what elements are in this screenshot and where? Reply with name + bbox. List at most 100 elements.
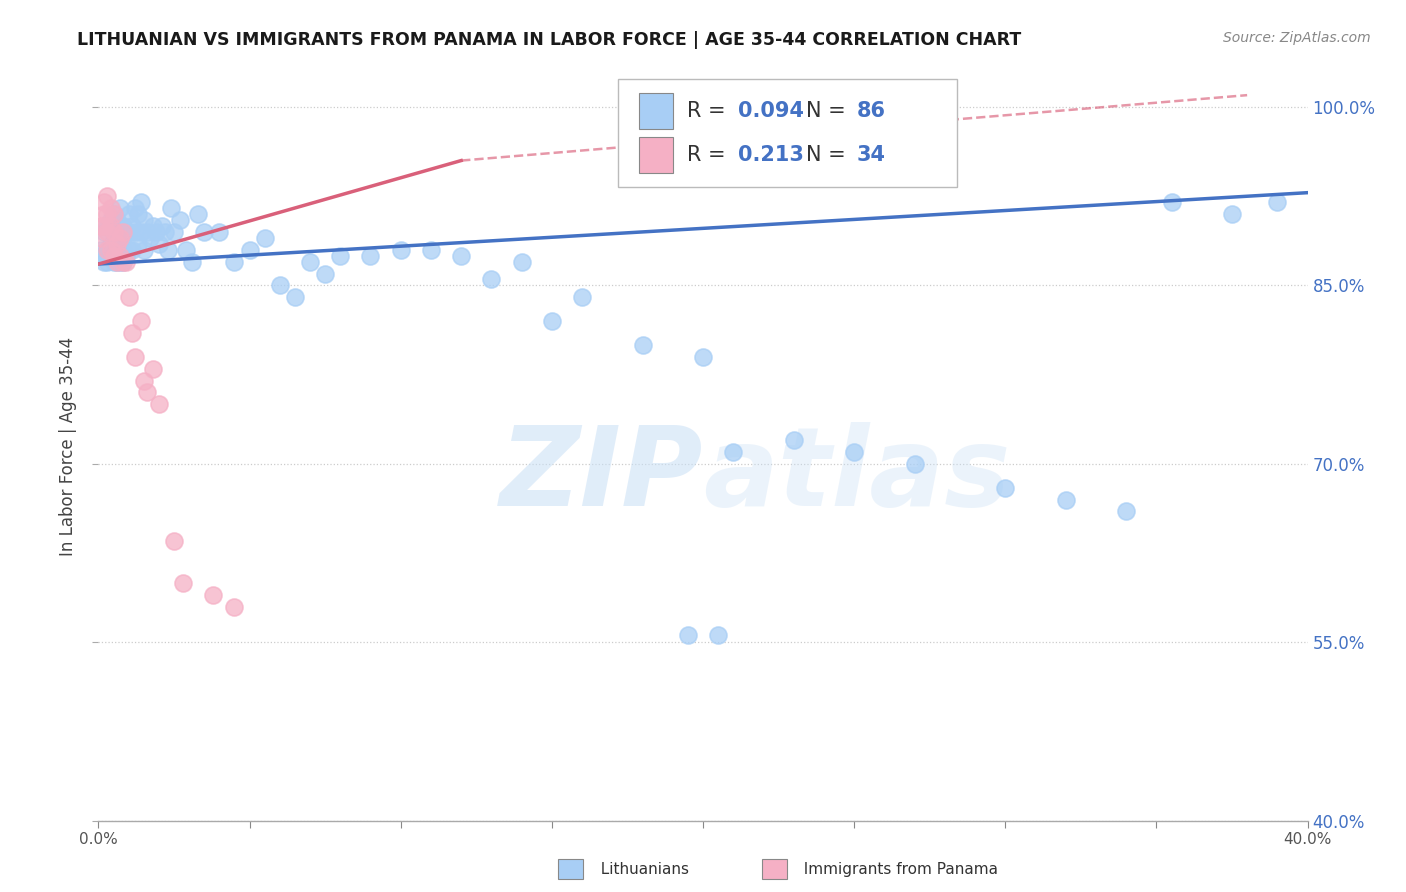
Point [329, 249, 352, 263]
FancyBboxPatch shape [619, 78, 957, 187]
Point [208, 225, 231, 239]
Point [153, 225, 176, 239]
Point [224, 599, 246, 614]
Text: LITHUANIAN VS IMMIGRANTS FROM PANAMA IN LABOR FORCE | AGE 35-44 CORRELATION CHAR: LITHUANIAN VS IMMIGRANTS FROM PANAMA IN … [77, 31, 1022, 49]
Text: R =: R = [688, 101, 733, 121]
Point [193, 225, 215, 239]
Point [96, 189, 118, 203]
Point [111, 254, 134, 268]
Point [121, 243, 143, 257]
Point [510, 254, 533, 268]
Point [571, 290, 593, 304]
Point [156, 243, 179, 257]
Point [108, 201, 131, 215]
Point [127, 236, 149, 251]
Point [148, 236, 170, 251]
Point [994, 481, 1017, 495]
Point [132, 374, 155, 388]
Point [181, 254, 204, 268]
Point [100, 243, 122, 257]
Point [124, 201, 146, 215]
Point [239, 243, 262, 257]
Point [1160, 195, 1182, 210]
Y-axis label: In Labor Force | Age 35-44: In Labor Force | Age 35-44 [59, 336, 77, 556]
Point [692, 350, 714, 364]
Bar [638, 136, 673, 172]
Text: R =: R = [688, 145, 733, 164]
Point [100, 201, 122, 215]
Point [202, 588, 225, 602]
Point [96, 219, 118, 233]
Point [135, 225, 157, 239]
Point [481, 272, 503, 286]
Point [96, 243, 118, 257]
Point [118, 290, 141, 304]
Point [103, 225, 125, 239]
Point [103, 249, 125, 263]
Point [100, 219, 122, 233]
Point [108, 219, 131, 233]
Text: N =: N = [806, 101, 852, 121]
Point [389, 243, 412, 257]
Point [132, 243, 155, 257]
Point [108, 236, 131, 251]
Point [100, 213, 122, 227]
Text: atlas: atlas [703, 423, 1011, 530]
Point [118, 225, 141, 239]
Point [1054, 492, 1077, 507]
Point [105, 236, 128, 251]
Point [118, 243, 141, 257]
Point [93, 195, 115, 210]
Point [124, 350, 146, 364]
Point [187, 207, 209, 221]
Point [121, 326, 143, 340]
Point [111, 243, 134, 257]
Point [96, 207, 118, 221]
Text: 0.094: 0.094 [738, 101, 804, 121]
Point [129, 225, 152, 239]
Point [163, 225, 186, 239]
Point [114, 254, 136, 268]
Point [105, 231, 128, 245]
Point [96, 243, 118, 257]
Point [314, 267, 336, 281]
Point [105, 254, 128, 268]
Point [93, 219, 115, 233]
Point [360, 249, 382, 263]
Text: Lithuanians: Lithuanians [591, 863, 689, 877]
Point [93, 207, 115, 221]
Point [253, 231, 276, 245]
Point [105, 243, 128, 257]
Point [142, 361, 165, 376]
Point [103, 254, 125, 268]
Text: ZIP: ZIP [499, 423, 703, 530]
Point [121, 219, 143, 233]
Point [105, 254, 128, 268]
Point [100, 249, 122, 263]
Text: 86: 86 [856, 101, 886, 121]
Point [132, 213, 155, 227]
Point [707, 628, 730, 642]
Point [163, 534, 186, 549]
Point [904, 457, 927, 471]
Point [111, 225, 134, 239]
Point [150, 219, 173, 233]
Point [450, 249, 472, 263]
Point [100, 236, 122, 251]
Point [224, 254, 246, 268]
Point [103, 225, 125, 239]
Point [1220, 207, 1243, 221]
Point [124, 225, 146, 239]
Point [269, 278, 291, 293]
Text: N =: N = [806, 145, 852, 164]
Point [114, 249, 136, 263]
Point [90, 243, 112, 257]
Point [142, 219, 165, 233]
Point [108, 254, 131, 268]
Point [169, 213, 191, 227]
Bar [638, 93, 673, 129]
Point [103, 243, 125, 257]
Point [723, 445, 745, 459]
Point [114, 225, 136, 239]
Text: 34: 34 [856, 145, 886, 164]
